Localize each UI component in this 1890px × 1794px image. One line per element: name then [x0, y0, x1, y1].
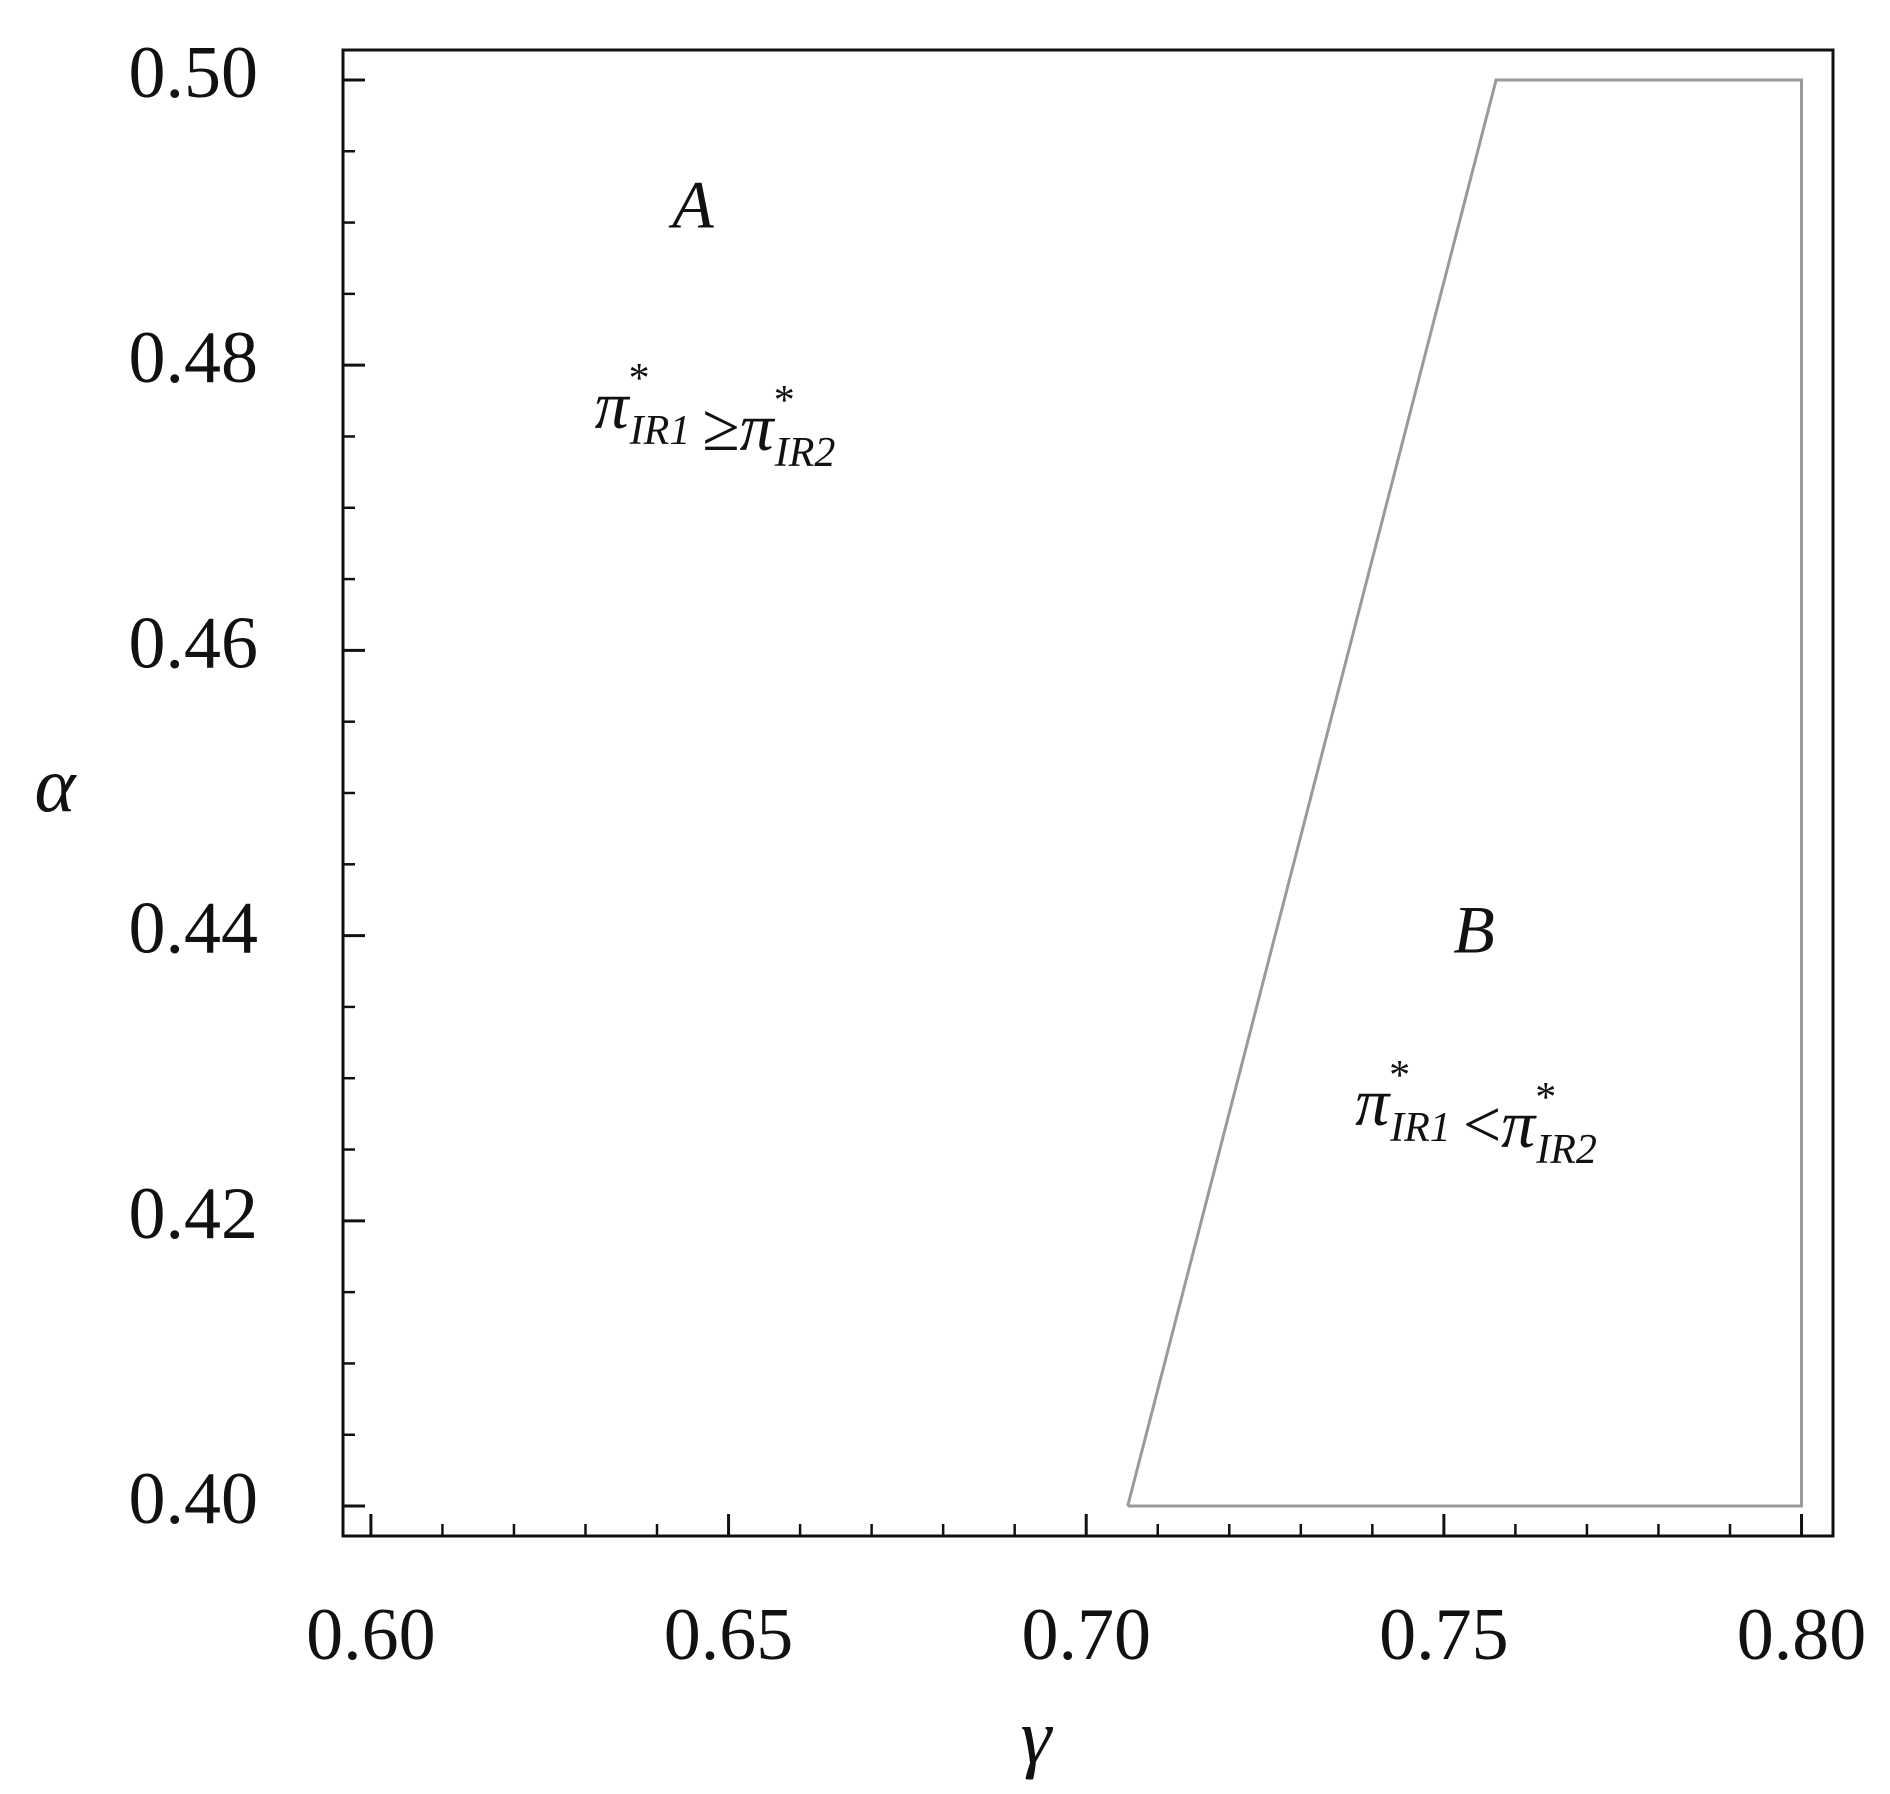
- superscript: *: [1389, 1053, 1410, 1099]
- y-tick-label: 0.40: [129, 1458, 259, 1540]
- operator: ≥: [702, 389, 739, 465]
- subscript: IR1: [629, 408, 691, 454]
- y-axis-label: α: [35, 741, 78, 828]
- y-tick-label: 0.42: [129, 1173, 259, 1255]
- x-tick-label: 0.70: [1021, 1594, 1151, 1676]
- region-relation: π* IR1 ≥π* IR2: [595, 356, 836, 476]
- y-tick-label: 0.44: [129, 888, 259, 970]
- symbol: π: [1355, 1064, 1391, 1140]
- symbol: π: [595, 367, 631, 443]
- operator: <: [1463, 1086, 1501, 1162]
- region-name: A: [668, 167, 714, 243]
- y-tick-label: 0.46: [129, 602, 259, 684]
- x-axis-label: γ: [1021, 1693, 1054, 1780]
- region-relation: π* IR1 <π* IR2: [1355, 1053, 1597, 1173]
- x-tick-label: 0.60: [306, 1594, 436, 1676]
- y-tick-label: 0.50: [129, 32, 259, 114]
- superscript: *: [774, 378, 795, 424]
- superscript: *: [629, 356, 650, 402]
- subscript: IR1: [1389, 1105, 1451, 1151]
- y-tick-label: 0.48: [129, 317, 259, 399]
- subscript: IR2: [774, 430, 836, 476]
- symbol: π: [740, 389, 776, 465]
- region-name: B: [1453, 892, 1495, 968]
- region-boundary: [1126, 78, 1804, 1508]
- superscript: *: [1535, 1075, 1556, 1121]
- subscript: IR2: [1535, 1127, 1597, 1173]
- symbol: π: [1501, 1086, 1537, 1162]
- x-tick-label: 0.65: [664, 1594, 794, 1676]
- x-tick-label: 0.75: [1379, 1594, 1509, 1676]
- x-tick-label: 0.80: [1737, 1594, 1867, 1676]
- plot-frame: [341, 48, 1835, 1538]
